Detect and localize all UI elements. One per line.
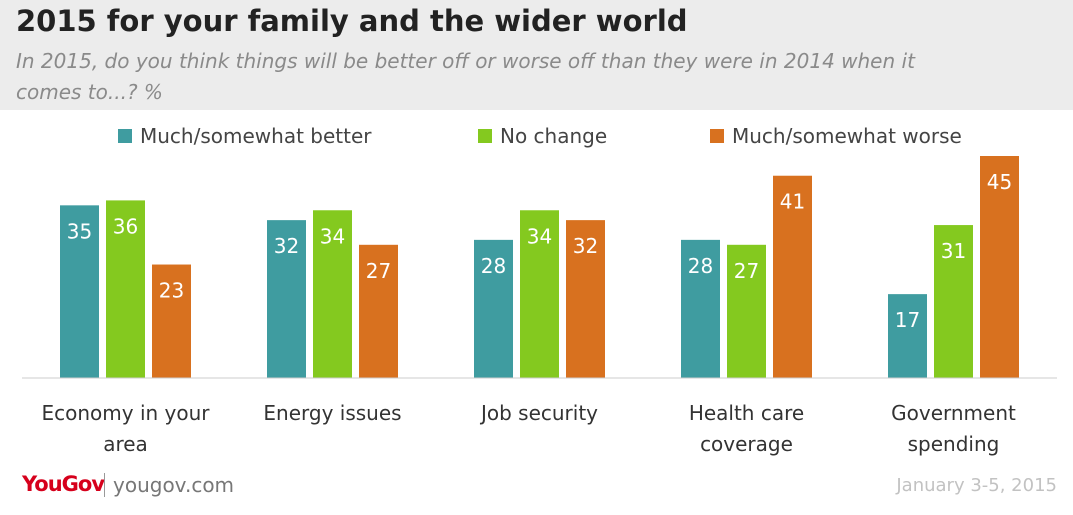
bar <box>681 239 720 378</box>
bar <box>980 156 1019 378</box>
value-label: 32 <box>573 234 598 258</box>
value-label: 32 <box>274 234 299 258</box>
bar <box>934 225 973 378</box>
bar <box>474 239 513 378</box>
chart-subtitle: In 2015, do you think things will be bet… <box>16 49 915 104</box>
chart-title: 2015 for your family and the wider world <box>16 4 688 38</box>
x-tick-label: Economy in your area <box>41 401 210 456</box>
value-label: 17 <box>895 308 920 332</box>
bar <box>773 175 812 378</box>
brand-logo: YouGov <box>22 472 105 496</box>
value-label: 35 <box>67 219 92 243</box>
value-label: 31 <box>941 239 966 263</box>
bar <box>106 200 145 378</box>
value-label: 45 <box>987 170 1012 194</box>
value-label: 34 <box>527 224 552 248</box>
value-label: 23 <box>159 279 184 303</box>
header-band <box>0 0 1073 110</box>
date-note: January 3-5, 2015 <box>896 475 1057 496</box>
x-tick-label: Job security <box>480 401 599 425</box>
value-label: 27 <box>734 259 759 283</box>
bar <box>727 244 766 378</box>
legend-swatch <box>478 129 492 143</box>
legend-swatch <box>710 129 724 143</box>
bar <box>152 264 191 378</box>
value-label: 27 <box>366 259 391 283</box>
bar <box>566 220 605 378</box>
site-url: yougov.com <box>104 473 234 497</box>
legend-label: Much/somewhat better <box>140 124 372 148</box>
bar <box>267 220 306 378</box>
bar <box>520 210 559 378</box>
bar <box>313 210 352 378</box>
bar <box>60 205 99 378</box>
bar <box>359 244 398 378</box>
value-label: 28 <box>481 254 506 278</box>
x-tick-label: Health care coverage <box>688 401 805 456</box>
legend-label: No change <box>500 124 608 148</box>
value-label: 36 <box>113 214 138 238</box>
x-tick-label: Government spending <box>891 401 1016 456</box>
bar <box>888 294 927 378</box>
x-tick-label: Energy issues <box>263 401 402 425</box>
value-label: 28 <box>688 254 713 278</box>
value-label: 41 <box>780 190 805 214</box>
value-label: 34 <box>320 224 345 248</box>
legend-swatch <box>118 129 132 143</box>
legend-label: Much/somewhat worse <box>732 124 962 148</box>
